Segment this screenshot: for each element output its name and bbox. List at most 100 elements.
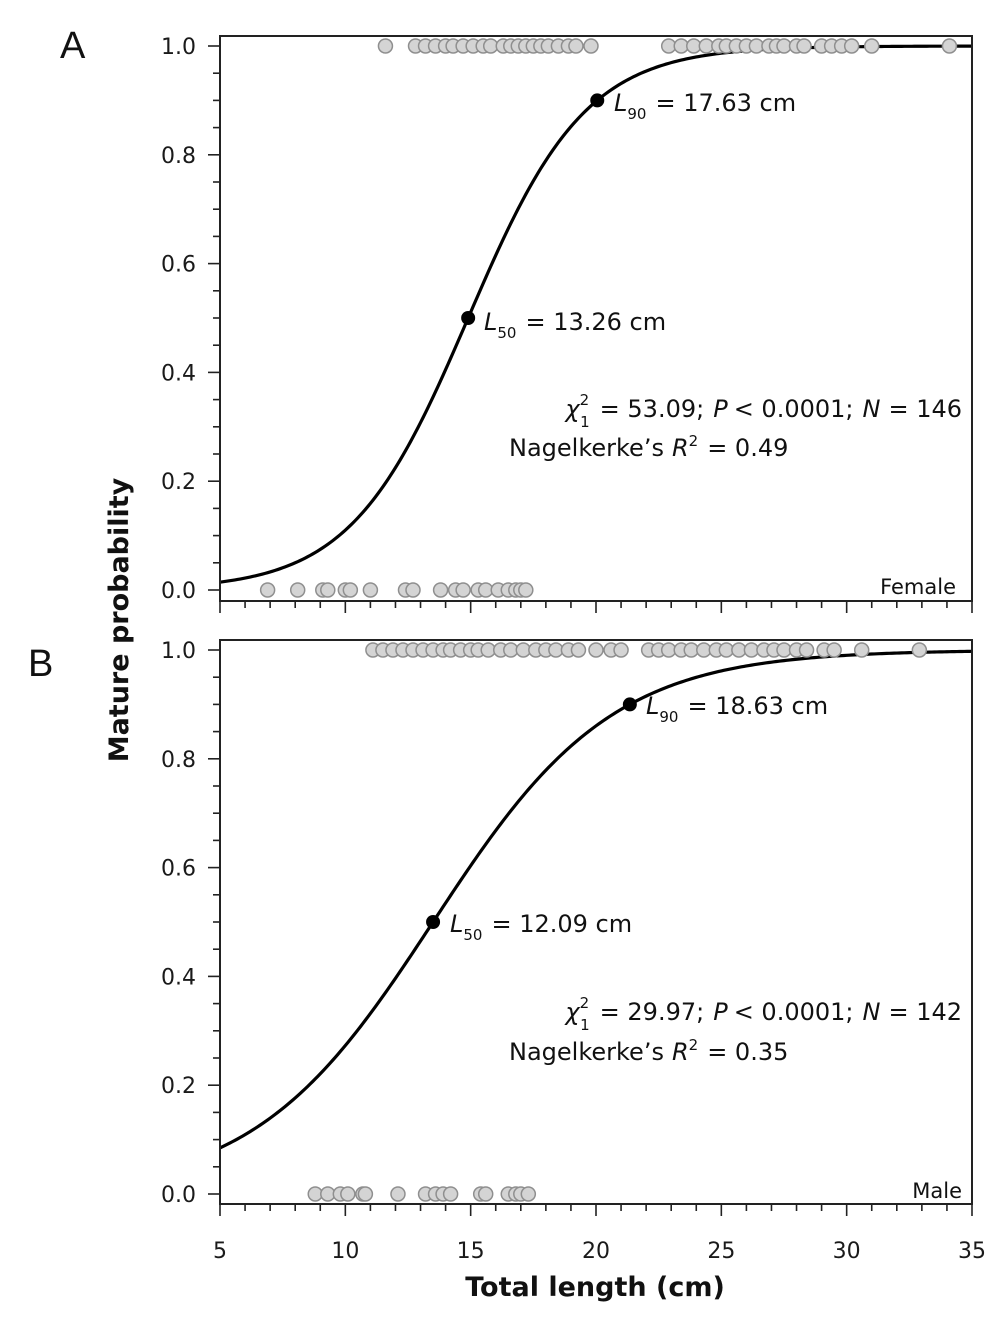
immature-observation (357, 1186, 374, 1202)
p-symbol: P (713, 395, 728, 423)
panel-a-r2-stats: Nagelkerke’s R2 = 0.49 (509, 432, 788, 462)
immature-observation (455, 582, 471, 598)
n-value: = 146 (888, 395, 962, 423)
l50-symbol: L (484, 308, 497, 336)
panel-a-l90-label: L90 = 17.63 cm (614, 89, 796, 123)
immature-observation (442, 1186, 459, 1202)
panel-b-sex-label: Male (912, 1179, 962, 1203)
x-tick-label: 25 (707, 1239, 735, 1264)
r2-value: = 0.49 (707, 434, 788, 462)
y-tick-label: 0.2 (161, 1074, 196, 1099)
r2-prefix: Nagelkerke’s (509, 1038, 664, 1066)
immature-observation (289, 582, 306, 598)
mature-observation (941, 38, 958, 54)
panel-b-l50-point (426, 915, 441, 929)
y-tick-label: 0.4 (161, 965, 196, 990)
panel-b-immature-points (307, 1186, 537, 1202)
panel-b-letter: B (28, 643, 53, 685)
panel-b-l90-point (622, 697, 637, 712)
panel-b-male: 0.0 0.2 0.4 0.6 0.8 1.0 L50 = 12.09 cm L90 = 18… (161, 639, 986, 1264)
chi-superscript: 2 (580, 391, 590, 409)
y-tick-label: 0.6 (161, 857, 196, 882)
chi-value: = 29.97; (600, 998, 705, 1026)
x-tick-label: 10 (331, 1239, 359, 1264)
y-tick-label: 0.8 (161, 748, 196, 773)
y-tick-label: 0.0 (161, 579, 196, 604)
l90-value: = 18.63 cm (687, 692, 828, 720)
x-tick-label: 20 (582, 1239, 610, 1264)
mature-observation (843, 38, 860, 54)
chi-superscript: 2 (580, 994, 590, 1012)
panel-b-frame (219, 639, 973, 1205)
x-axis-title: Total length (cm) (465, 1272, 725, 1303)
l90-subscript: 90 (627, 105, 646, 123)
panel-b-ticks (208, 649, 973, 1216)
immature-observation (477, 1186, 494, 1202)
panel-b-l90-label: L90 = 18.63 cm (646, 692, 828, 726)
mature-observation (568, 38, 584, 54)
x-tick-labels: 5 10 15 20 25 30 35 (213, 1239, 986, 1264)
panel-a-mature-points (377, 38, 958, 54)
y-tick-label: 1.0 (161, 639, 196, 664)
y-tick-label: 0.8 (161, 144, 196, 169)
mature-observation (863, 38, 880, 54)
y-tick-label: 0.2 (161, 470, 196, 495)
immature-observation (390, 1186, 406, 1202)
y-axis-title: Mature probability (104, 477, 135, 762)
panel-a-female: 0.00.20.40.60.81.0 L50 = 13.26 cm L90 = 17… (161, 35, 973, 613)
p-value: < 0.0001; (734, 998, 854, 1026)
panel-b-mature-points (365, 642, 928, 658)
panel-b-l50-label: L50 = 12.09 cm (450, 910, 632, 944)
panel-b-r2-stats: Nagelkerke’s R2 = 0.35 (509, 1036, 788, 1066)
mature-observation (613, 642, 629, 658)
panel-a-ticks (208, 45, 973, 613)
l90-value: = 17.63 cm (655, 89, 796, 117)
panel-a-immature-points (259, 582, 534, 598)
l50-value: = 13.26 cm (525, 308, 666, 336)
l90-symbol: L (614, 89, 627, 117)
immature-observation (342, 582, 359, 598)
x-tick-label: 5 (213, 1239, 227, 1264)
panel-a-sex-label: Female (880, 575, 956, 599)
panel-a-frame (219, 35, 973, 602)
chi-subscript: 1 (580, 1016, 590, 1034)
immature-observation (340, 1186, 356, 1202)
panel-a-chi-square-stats: χ2 1 = 53.09; P < 0.0001; N = 146 (563, 391, 962, 431)
panel-a-l50-point (461, 311, 476, 325)
l50-subscript: 50 (463, 926, 482, 944)
immature-observation (520, 1186, 537, 1202)
panel-b-y-tick-labels: 0.0 0.2 0.4 0.6 0.8 1.0 (161, 639, 196, 1208)
immature-observation (259, 582, 276, 598)
panel-a-y-tick-labels: 0.0 0.2 0.4 0.6 0.8 1.0 (161, 35, 196, 604)
l50-symbol: L (450, 910, 463, 938)
immature-observation (320, 582, 336, 598)
y-tick-label: 0.4 (161, 361, 196, 386)
panel-b-logistic-curve (219, 649, 973, 1150)
n-symbol: N (863, 395, 881, 423)
mature-observation (798, 642, 815, 658)
immature-observation (362, 582, 379, 598)
chi-symbol: χ (563, 998, 580, 1026)
mature-observation (583, 38, 599, 54)
mature-observation (826, 642, 842, 658)
mature-observation (570, 642, 587, 658)
r2-value: = 0.35 (707, 1038, 788, 1066)
r2-symbol: R (672, 1038, 689, 1066)
panel-a-l50-label: L50 = 13.26 cm (484, 308, 666, 342)
x-tick-label: 30 (833, 1239, 861, 1264)
mature-observation (911, 642, 928, 658)
mature-observation (796, 38, 812, 54)
p-value: < 0.0001; (734, 395, 854, 423)
l50-subscript: 50 (497, 324, 516, 342)
y-tick-label: 1.0 (161, 35, 196, 60)
y-tick-label: 0.0 (161, 1183, 196, 1208)
mature-observation (588, 642, 604, 658)
p-symbol: P (713, 998, 728, 1026)
n-value: = 142 (888, 998, 962, 1026)
r2-symbol: R (672, 434, 689, 462)
x-tick-label: 35 (958, 1239, 986, 1264)
l50-value: = 12.09 cm (491, 910, 632, 938)
r2-superscript: 2 (689, 432, 699, 450)
x-tick-label: 15 (457, 1239, 485, 1264)
